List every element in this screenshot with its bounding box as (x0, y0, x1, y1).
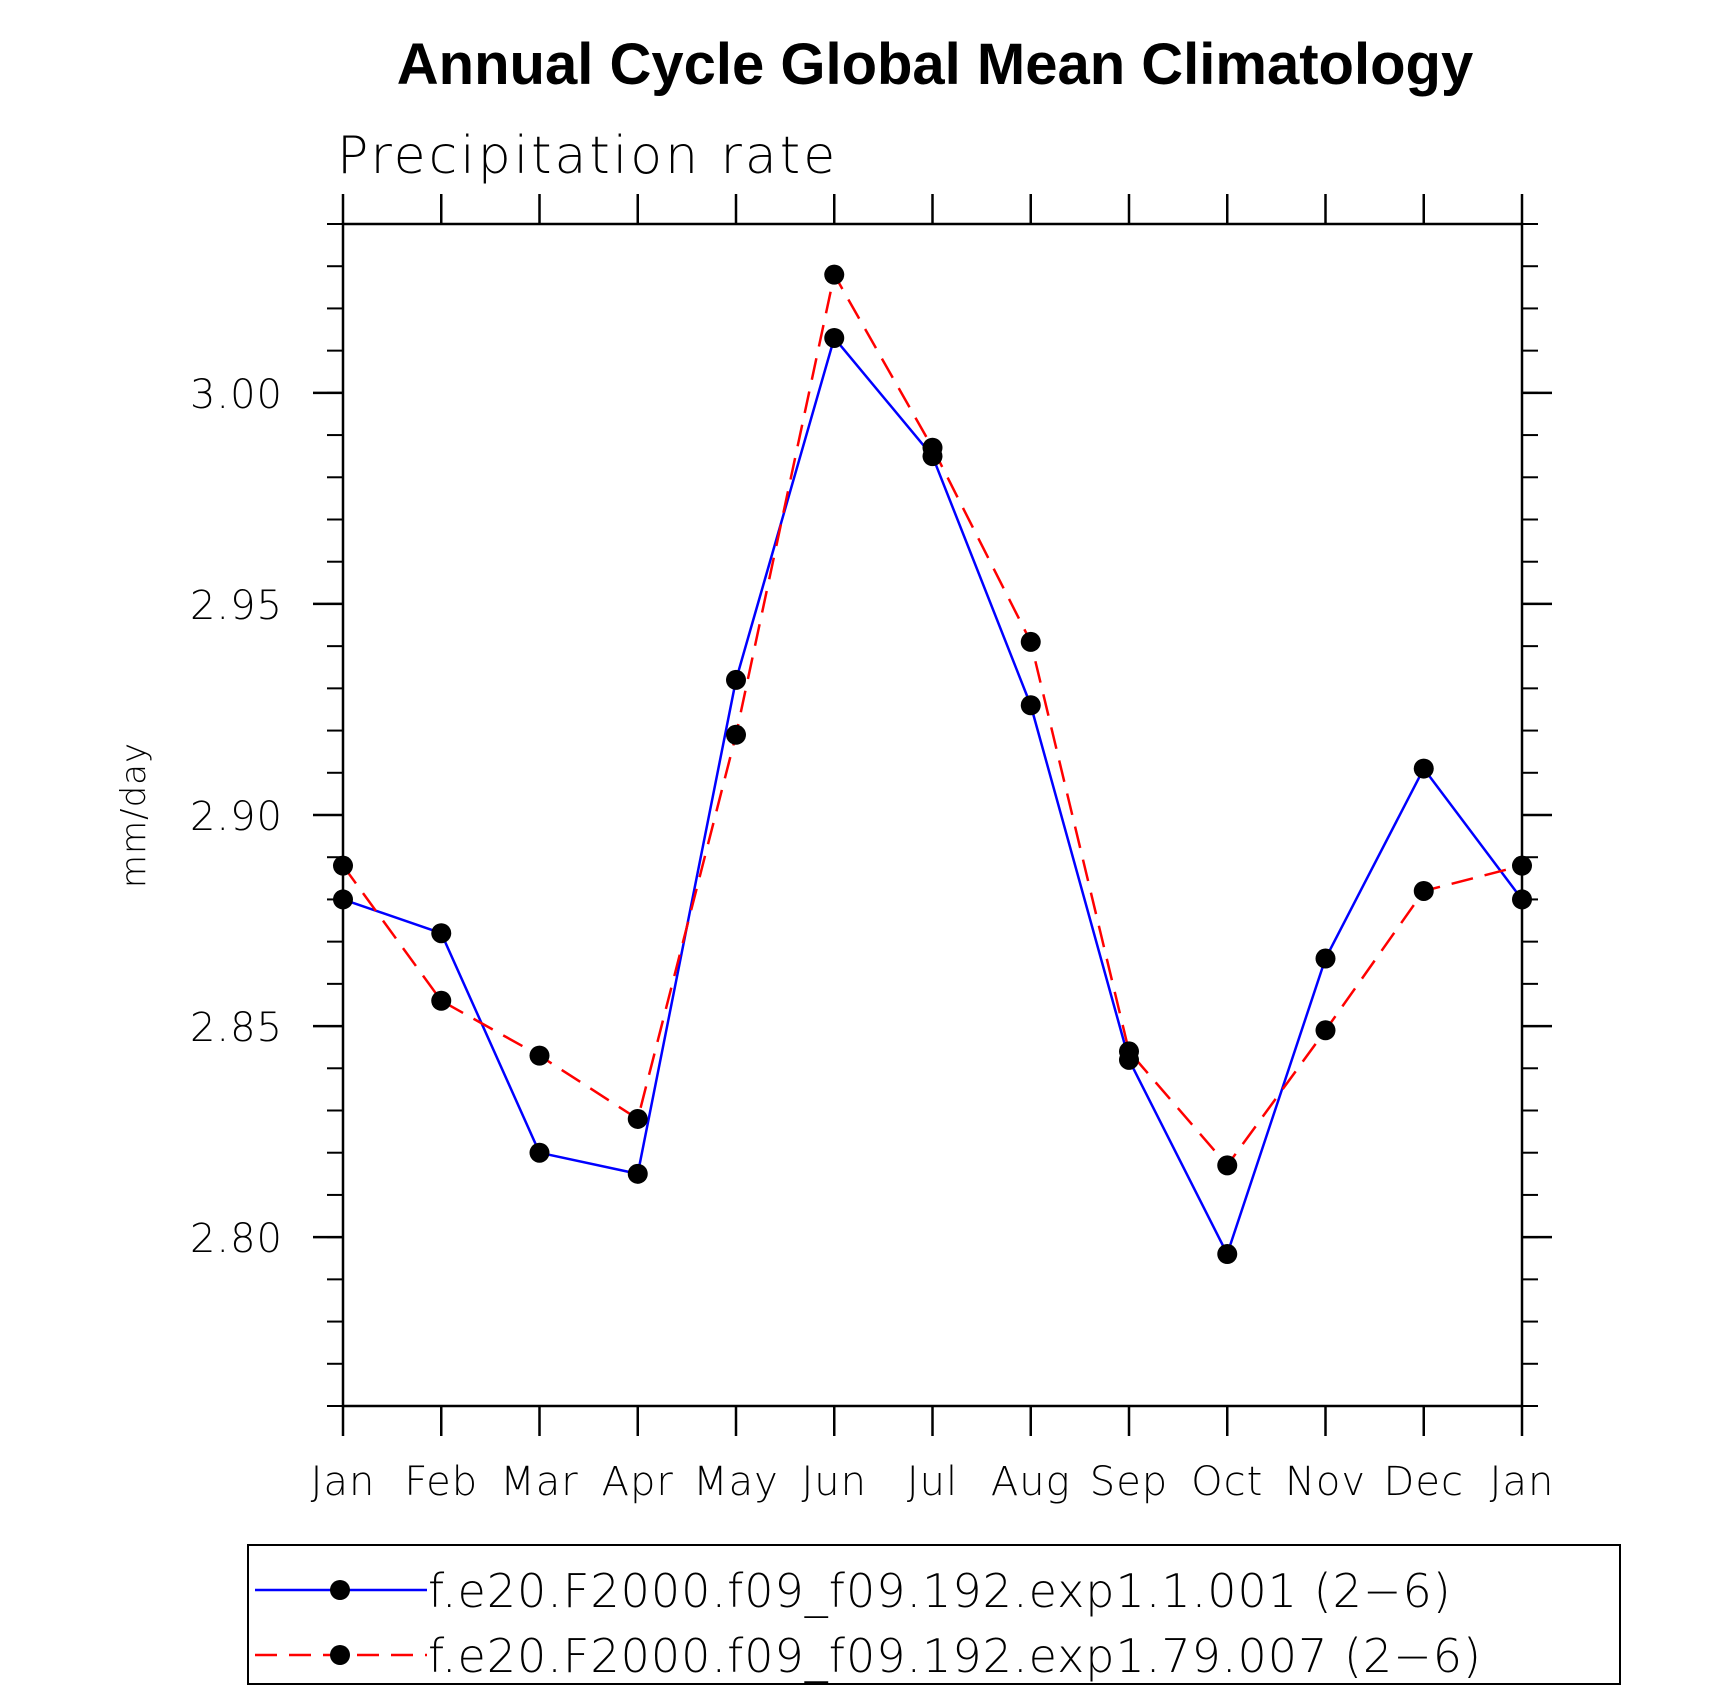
data-point-series-2 (824, 264, 845, 285)
data-point-series-1 (431, 923, 452, 944)
y-tick-label: 3.00 (190, 372, 283, 418)
y-tick-label: 2.90 (190, 794, 283, 840)
data-point-series-2 (922, 437, 943, 458)
x-tick-label: Oct (1191, 1459, 1263, 1505)
chart-title: Annual Cycle Global Mean Climatology (397, 32, 1473, 97)
data-point-series-1 (1217, 1244, 1238, 1265)
x-tick-label: Jan (1490, 1459, 1555, 1505)
x-tick-label: Jun (802, 1459, 868, 1505)
data-point-series-1 (333, 889, 353, 910)
data-point-series-1 (1315, 948, 1336, 969)
data-point-series-2 (1020, 631, 1041, 652)
data-point-series-2 (1217, 1155, 1238, 1176)
x-tick-label: Feb (404, 1459, 478, 1505)
x-tick-label: Mar (500, 1459, 578, 1505)
data-point-series-1 (627, 1163, 648, 1184)
legend-label-1: f.e20.F2000.f09_f09.192.exp1.1.001 (2−6) (428, 1564, 1452, 1618)
legend-label-2: f.e20.F2000.f09_f09.192.exp1.79.007 (2−6… (428, 1629, 1482, 1683)
y-tick-label: 2.80 (190, 1216, 283, 1262)
data-point-series-2 (1413, 880, 1434, 901)
data-point-series-2 (1119, 1041, 1139, 1062)
data-point-series-2 (431, 990, 452, 1011)
legend-marker-1 (330, 1580, 350, 1600)
data-point-series-1 (1020, 695, 1041, 716)
series-line-1 (342, 336, 1523, 1256)
x-tick-label: Nov (1285, 1459, 1366, 1505)
data-point-series-1 (726, 669, 746, 690)
legend: f.e20.F2000.f09_f09.192.exp1.1.001 (2−6)… (247, 1544, 1621, 1685)
series-line-2 (341, 273, 1523, 1167)
x-tick-label: Sep (1090, 1459, 1168, 1505)
plot-frame (341, 222, 1524, 1408)
x-tick-label: Aug (991, 1459, 1071, 1505)
data-point-series-1 (1413, 758, 1434, 779)
y-axis-label: mm/day (114, 742, 154, 888)
data-point-series-1 (529, 1142, 550, 1163)
data-point-series-1 (824, 327, 845, 348)
y-tick-label: 2.85 (190, 1005, 283, 1051)
legend-box (247, 1544, 1621, 1685)
series-lines (333, 264, 1532, 1265)
x-tick-label: Jan (311, 1459, 376, 1505)
x-tick-label: Apr (602, 1459, 674, 1505)
data-point-series-2 (529, 1045, 550, 1066)
data-point-series-2 (1315, 1020, 1336, 1041)
x-tick-label: Dec (1384, 1459, 1464, 1505)
y-tick-label: 2.95 (190, 583, 283, 629)
x-tick-label: May (693, 1459, 779, 1505)
legend-marker-2 (330, 1645, 350, 1665)
chart-subtitle: Precipitation rate (337, 126, 838, 186)
data-point-series-2 (726, 724, 746, 745)
x-tick-label: Jul (907, 1459, 958, 1505)
data-point-series-1 (1512, 889, 1532, 910)
data-point-series-2 (627, 1108, 648, 1129)
axes: Jan Feb Mar Apr May Jun Jul Aug Sep Oct Nov Dec Jan 2… (190, 194, 1555, 1505)
data-point-series-2 (333, 855, 353, 876)
data-point-series-2 (1512, 855, 1532, 876)
